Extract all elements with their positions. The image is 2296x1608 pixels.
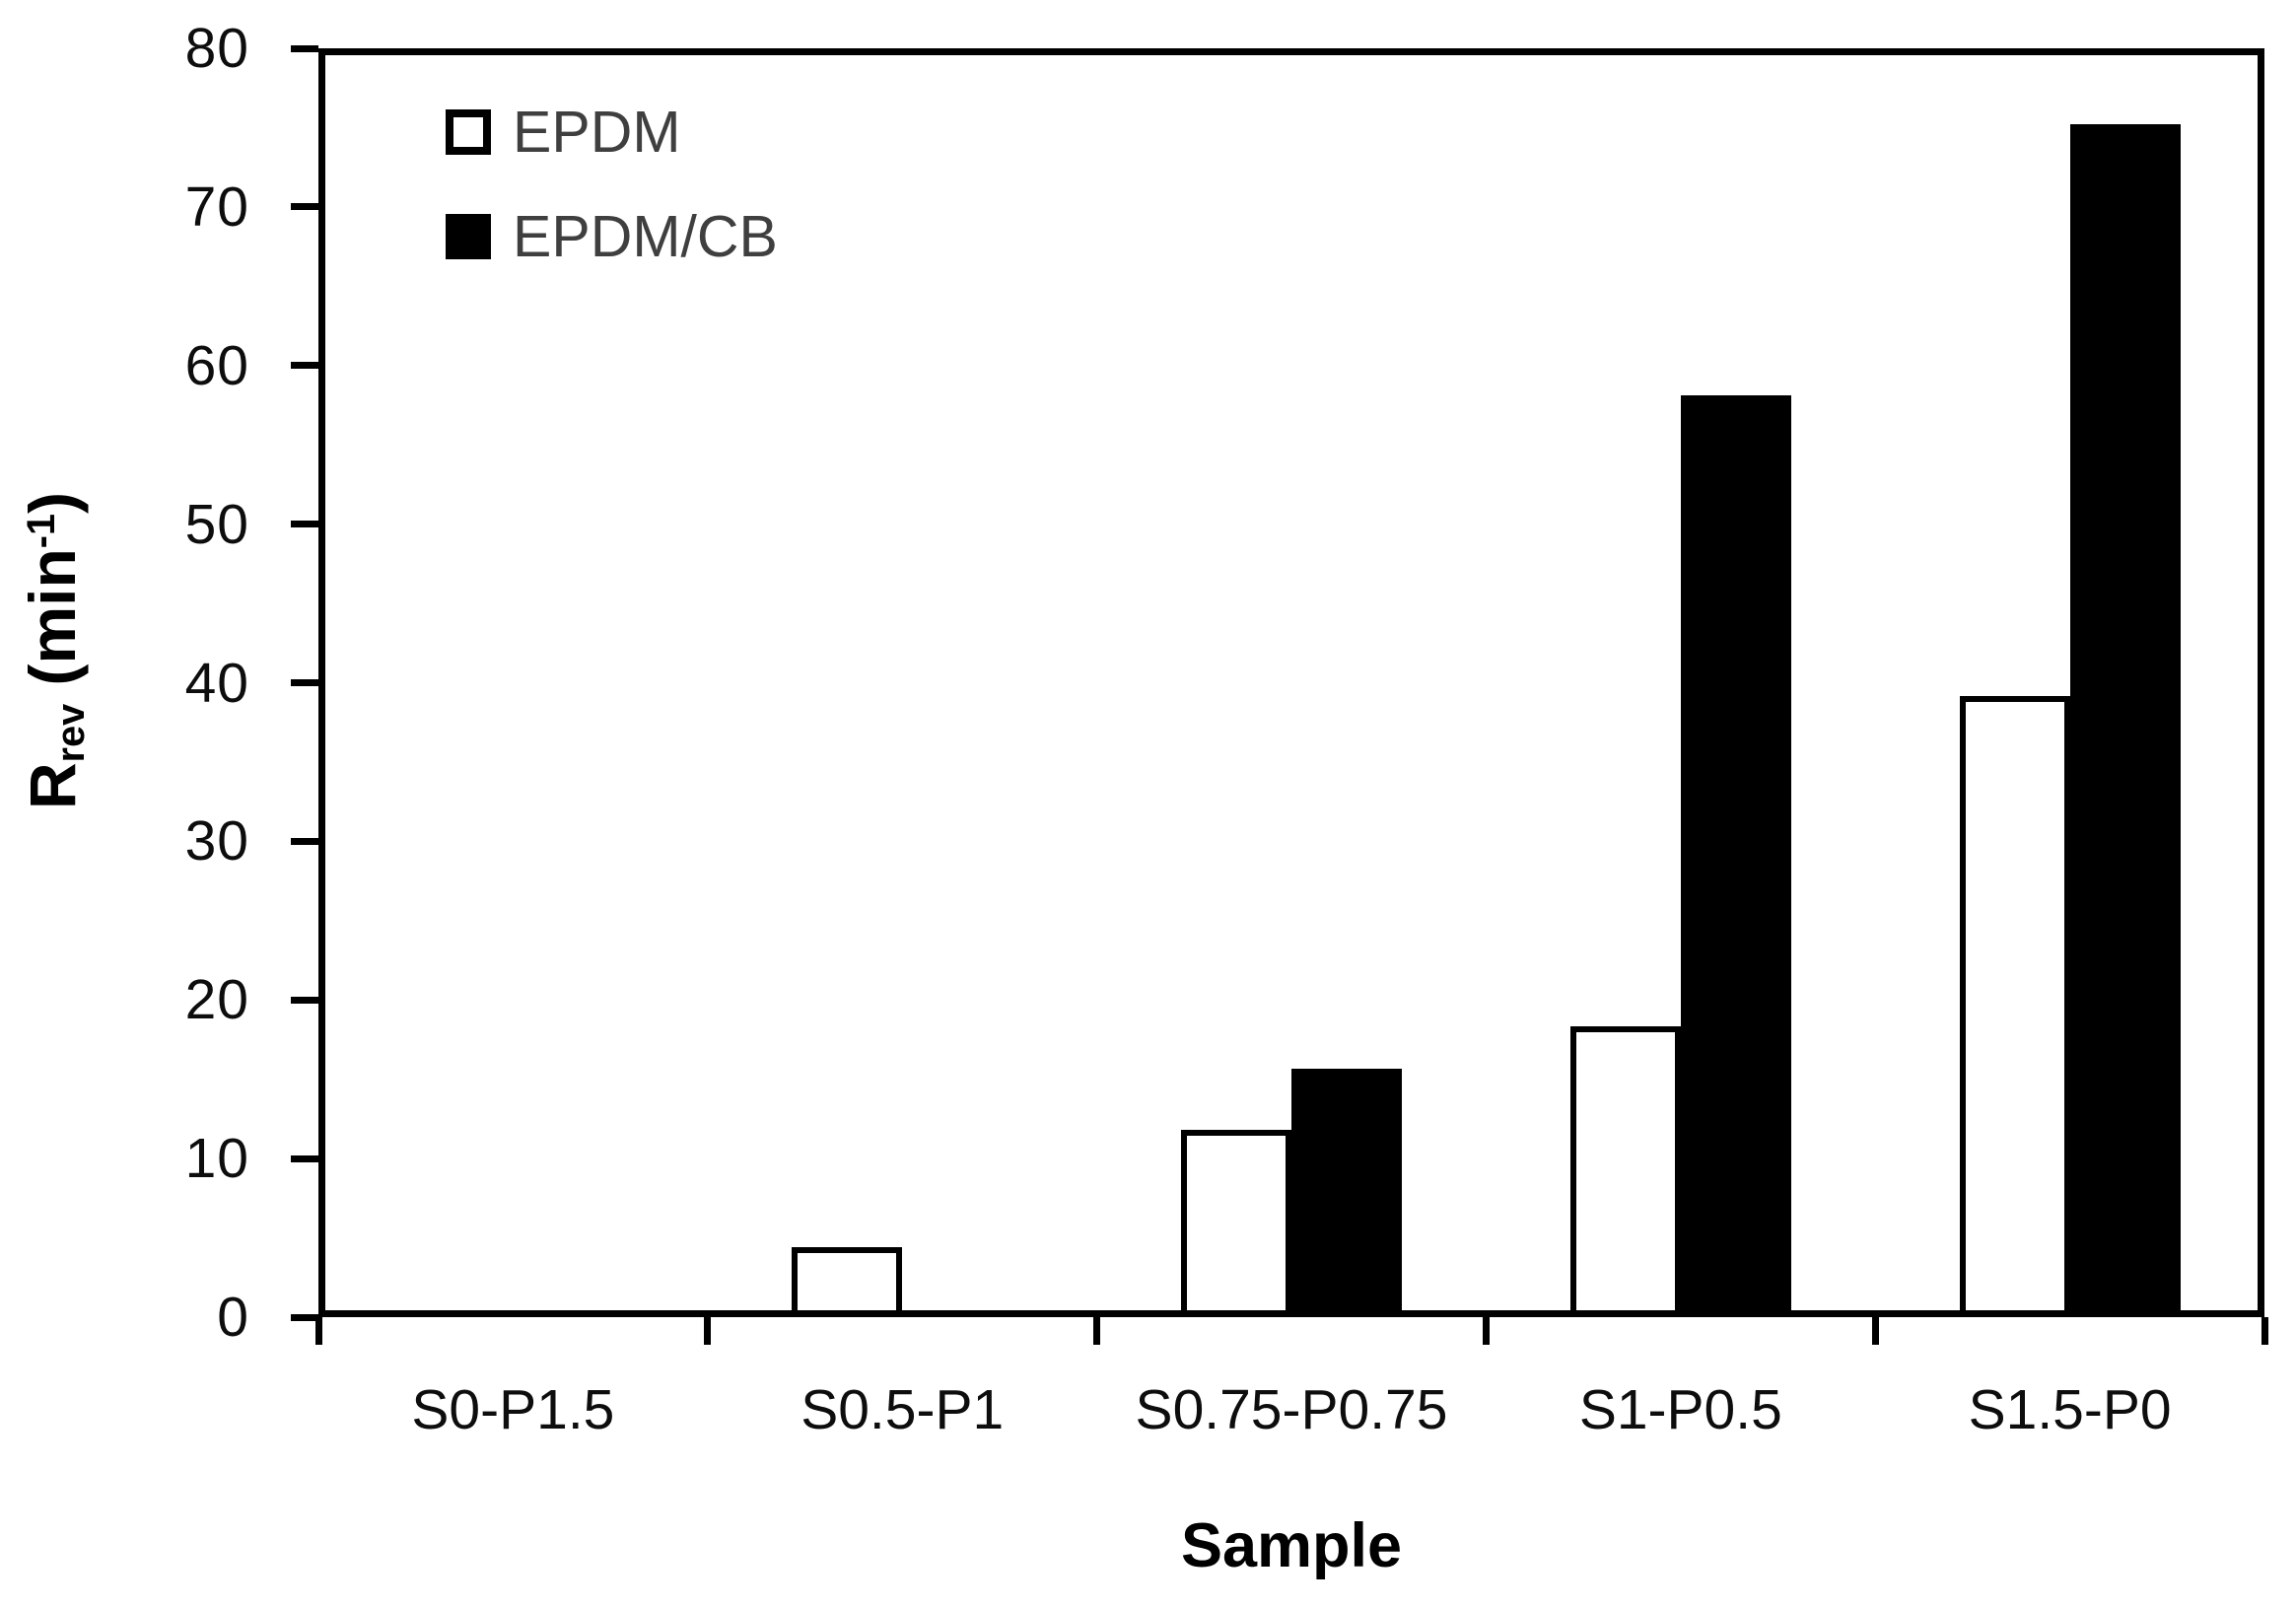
y-tick <box>291 837 318 845</box>
x-tick <box>2261 1317 2268 1345</box>
x-category-label-s1-5-p0: S1.5-P0 <box>1968 1378 2172 1441</box>
legend: EPDM EPDM/CB <box>446 100 778 314</box>
y-tick-label: 10 <box>184 1127 249 1191</box>
x-tick <box>1482 1317 1490 1345</box>
y-axis-title: Rrev (min-1) <box>15 0 113 1608</box>
y-tick-label: 70 <box>184 175 249 239</box>
y-tick-label: 30 <box>184 809 249 874</box>
y-tick <box>291 362 318 370</box>
bar-epdm-s1-5-p0 <box>1959 696 2070 1310</box>
x-tick <box>1871 1317 1879 1345</box>
y-tick <box>291 1154 318 1162</box>
x-tick <box>704 1317 712 1345</box>
x-category-label-s0-75-p0-75: S0.75-P0.75 <box>1135 1378 1448 1441</box>
legend-label-epdm: EPDM <box>513 100 681 165</box>
y-tick <box>291 1313 318 1321</box>
x-category-label-s0-5-p1: S0.5-P1 <box>800 1378 1005 1441</box>
y-axis-title-main: R <box>16 762 89 809</box>
y-tick <box>291 521 318 528</box>
legend-label-epdm-cb: EPDM/CB <box>513 204 778 269</box>
y-tick-label: 40 <box>184 651 249 715</box>
y-tick-label: 20 <box>184 968 249 1032</box>
x-tick <box>314 1317 322 1345</box>
y-axis-title-subscript: rev <box>48 703 93 763</box>
bar-epdm-cb-s1-5-p0 <box>2069 123 2181 1310</box>
bar-epdm-s0-75-p0-75 <box>1181 1129 1291 1310</box>
y-tick-label: 60 <box>184 333 249 397</box>
y-tick <box>291 679 318 686</box>
y-tick <box>291 203 318 211</box>
bars-layer <box>325 55 2258 1310</box>
y-tick-label: 0 <box>217 1286 249 1349</box>
x-axis-title: Sample <box>1180 1511 1403 1580</box>
bar-epdm-cb-s0-75-p0-75 <box>1291 1069 1402 1310</box>
legend-item-epdm-cb: EPDM/CB <box>446 204 778 269</box>
y-tick-label: 50 <box>184 492 249 556</box>
bar-epdm-cb-s1-p0-5 <box>1680 394 1791 1310</box>
legend-swatch-epdm <box>446 109 491 155</box>
legend-item-epdm: EPDM <box>446 100 778 165</box>
y-tick <box>291 44 318 52</box>
plot-area <box>318 48 2264 1317</box>
bar-epdm-s0-5-p1 <box>792 1246 903 1310</box>
legend-swatch-epdm-cb <box>446 214 491 259</box>
x-category-label-s0-p1-5: S0-P1.5 <box>411 1378 615 1441</box>
bar-epdm-s1-p0-5 <box>1569 1026 1681 1310</box>
x-category-label-s1-p0-5: S1-P0.5 <box>1578 1378 1782 1441</box>
y-tick-label: 80 <box>184 17 249 80</box>
y-tick <box>291 996 318 1004</box>
x-tick <box>1093 1317 1101 1345</box>
